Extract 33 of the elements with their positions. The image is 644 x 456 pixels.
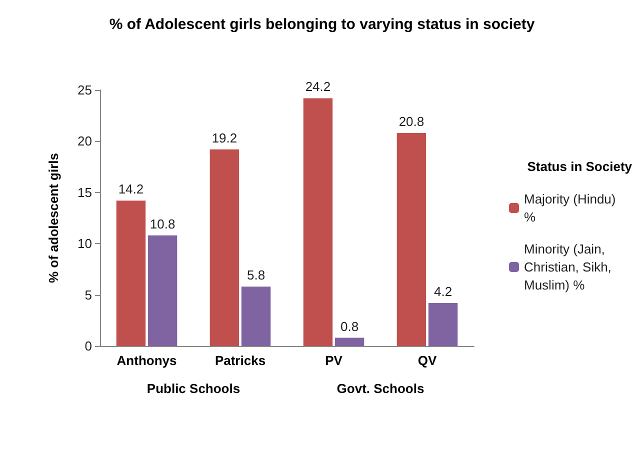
data-label: 4.2	[434, 284, 452, 299]
text: Public Schools	[146, 381, 240, 396]
legend-label: Majority (Hindu) %	[524, 192, 620, 224]
data-label: 20.8	[398, 114, 424, 130]
chart-title: % of Adolescent girls belonging to varying status in society	[109, 16, 536, 33]
bar	[210, 149, 240, 346]
x-tick-label: QV	[418, 353, 437, 368]
bar	[148, 235, 178, 346]
data-label: 5.8	[246, 268, 266, 283]
y-tick-label: 10	[78, 236, 92, 252]
y-axis-title: % of adolescent girls	[46, 152, 61, 284]
bar	[396, 133, 426, 346]
text: Govt. Schools	[336, 381, 424, 396]
bar	[428, 302, 458, 346]
data-label: 19.2	[212, 130, 238, 146]
y-tick-label: 15	[78, 184, 92, 200]
bar	[116, 200, 146, 346]
data-label: 0.8	[340, 318, 359, 334]
data-label: 14.2	[118, 182, 144, 197]
data-label: 10.8	[150, 216, 176, 232]
x-tick-label: PV	[325, 353, 343, 368]
y-tick-label: 20	[78, 134, 92, 149]
legend-title: Status in Society	[527, 159, 633, 174]
y-tick-label: 5	[84, 287, 92, 302]
bar	[303, 98, 333, 346]
bar	[241, 286, 271, 346]
y-tick-label: 25	[78, 82, 92, 98]
data-label: 24.2	[305, 79, 331, 94]
y-tick-label: 0	[84, 338, 92, 354]
x-tick-label: Anthonys	[116, 353, 177, 368]
x-tick-label: Patricks	[214, 353, 266, 368]
legend-label: Minority (Jain, Christian, Sikh, Muslim) %	[524, 242, 616, 292]
bar	[334, 338, 364, 346]
